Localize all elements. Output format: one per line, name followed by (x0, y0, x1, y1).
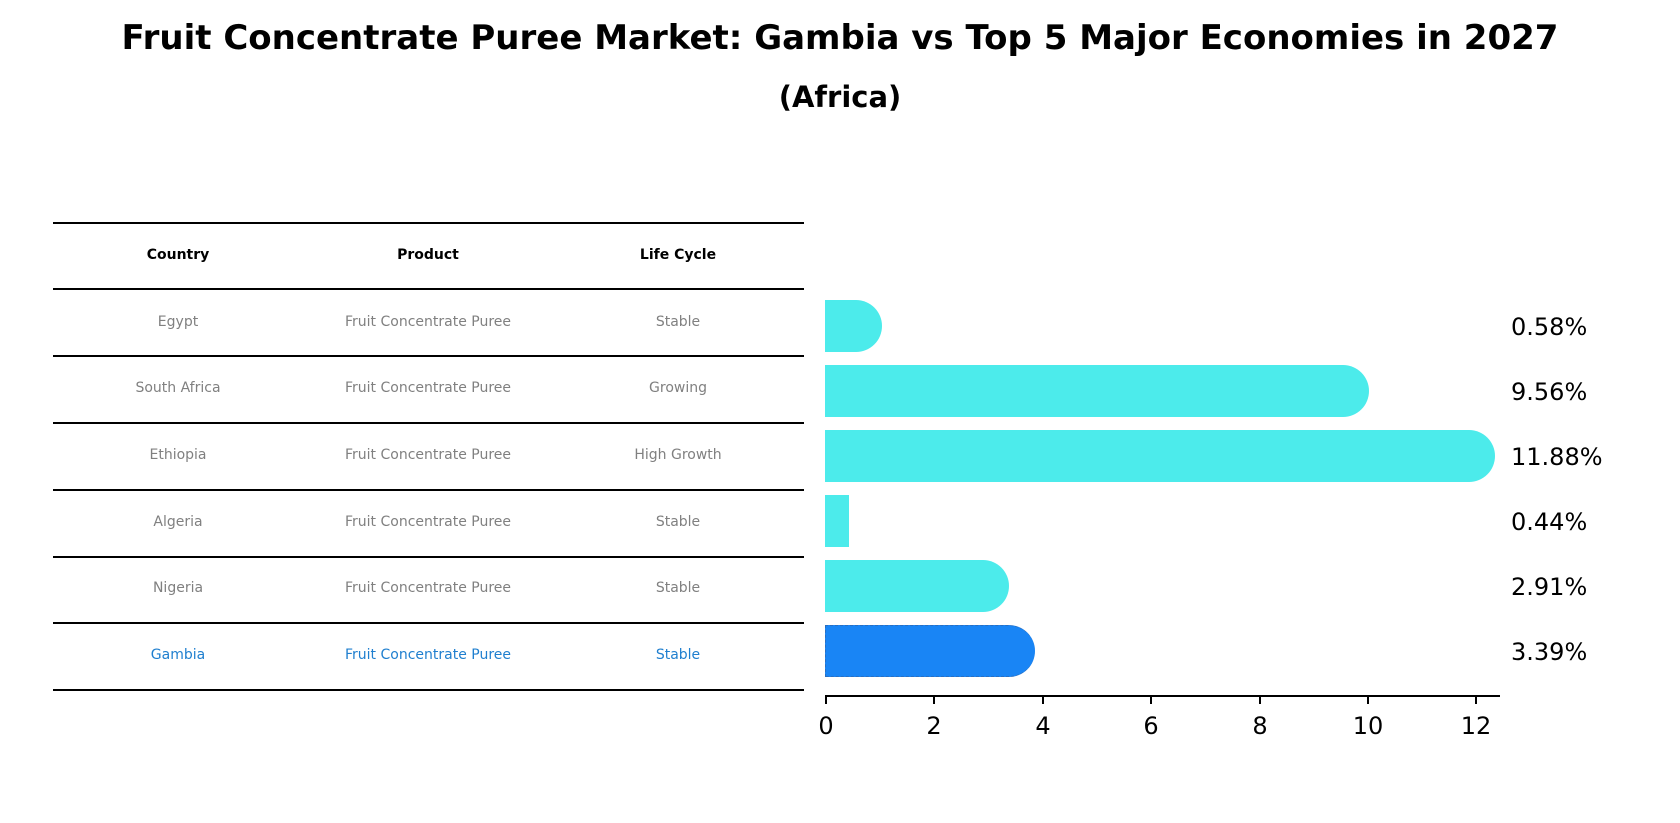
x-tick (933, 695, 935, 704)
cell-product: Fruit Concentrate Puree (344, 580, 511, 596)
cell-product: Fruit Concentrate Puree (344, 447, 511, 463)
x-tick (1042, 695, 1044, 704)
cell-product: Fruit Concentrate Puree (344, 380, 511, 396)
bar-ethiopia (825, 430, 1495, 482)
table-rule (53, 355, 804, 357)
table-rule (53, 222, 804, 224)
cell-country-highlight: Gambia (150, 647, 206, 663)
cell-product-highlight: Fruit Concentrate Puree (344, 647, 511, 663)
x-tick-label: 4 (1035, 712, 1051, 740)
chart-subtitle: (Africa) (778, 80, 902, 114)
cell-country: Nigeria (152, 580, 204, 596)
x-axis (825, 695, 1500, 697)
cell-country: Egypt (157, 314, 199, 330)
x-tick-label: 10 (1352, 712, 1384, 740)
cell-country: South Africa (135, 380, 221, 396)
bar-egypt (825, 300, 882, 352)
x-tick-label: 2 (926, 712, 942, 740)
cell-life-cycle: High Growth (634, 447, 722, 463)
x-tick-label: 0 (818, 712, 834, 740)
table-rule (53, 622, 804, 624)
header-product: Product (397, 247, 459, 263)
x-tick-label: 6 (1143, 712, 1159, 740)
cell-life-cycle: Stable (655, 580, 701, 596)
table-rule (53, 556, 804, 558)
x-tick (825, 695, 827, 704)
header-life-cycle: Life Cycle (639, 247, 717, 263)
cell-life-cycle-highlight: Stable (655, 647, 701, 663)
x-tick (1150, 695, 1152, 704)
table-rule (53, 422, 804, 424)
cell-product: Fruit Concentrate Puree (344, 514, 511, 530)
table-rule (53, 288, 804, 290)
cell-country: Algeria (153, 514, 203, 530)
value-label: 3.39% (1511, 638, 1588, 666)
bar-algeria (825, 495, 849, 547)
cell-life-cycle: Growing (649, 380, 707, 396)
value-label: 2.91% (1511, 573, 1588, 601)
x-tick-label: 12 (1460, 712, 1492, 740)
value-label: 9.56% (1511, 378, 1588, 406)
table-rule (53, 689, 804, 691)
value-label: 11.88% (1511, 443, 1603, 471)
x-tick (1367, 695, 1369, 704)
bar-south-africa (825, 365, 1369, 417)
value-label: 0.58% (1511, 313, 1588, 341)
cell-product: Fruit Concentrate Puree (344, 314, 511, 330)
x-tick-label: 8 (1252, 712, 1268, 740)
x-tick (1259, 695, 1261, 704)
cell-country: Ethiopia (149, 447, 207, 463)
bar-nigeria (825, 560, 1009, 612)
x-tick (1475, 695, 1477, 704)
table-rule (53, 489, 804, 491)
bar-gambia (825, 625, 1035, 677)
header-country: Country (146, 247, 210, 263)
cell-life-cycle: Stable (655, 514, 701, 530)
chart-title: Fruit Concentrate Puree Market: Gambia v… (121, 18, 1559, 58)
cell-life-cycle: Stable (655, 314, 701, 330)
value-label: 0.44% (1511, 508, 1588, 536)
